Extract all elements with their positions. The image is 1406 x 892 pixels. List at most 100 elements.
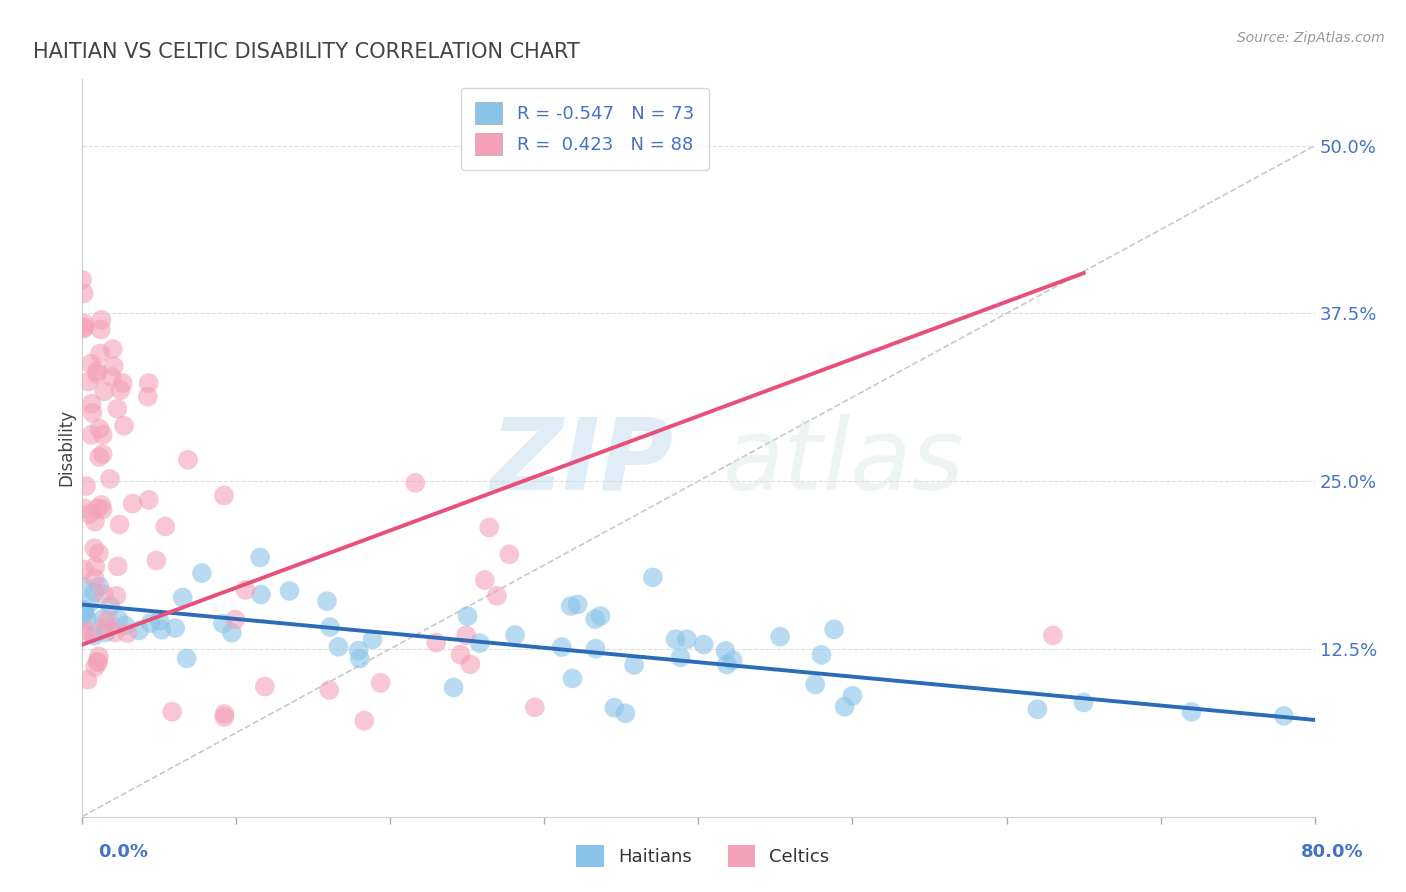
Point: [474, 573, 496, 587]
Point: [318, 683, 340, 698]
Point: [110, 383, 132, 397]
Point: [90, 498, 112, 512]
Point: [111, 376, 134, 390]
Point: [93, 587, 115, 601]
Point: [165, 621, 187, 635]
Point: [212, 488, 235, 502]
Point: [177, 452, 200, 467]
Point: [73, 627, 96, 641]
Point: [172, 591, 194, 605]
Point: [98, 472, 121, 486]
Point: [589, 609, 612, 624]
Point: [176, 651, 198, 665]
Point: [443, 681, 465, 695]
Point: [91, 447, 114, 461]
Point: [105, 589, 128, 603]
Point: [1042, 628, 1064, 642]
Point: [107, 612, 129, 626]
Point: [79, 507, 101, 521]
Point: [80, 428, 103, 442]
Point: [370, 676, 392, 690]
Point: [94, 620, 117, 634]
Point: [585, 641, 607, 656]
Text: 80.0%: 80.0%: [1301, 843, 1364, 861]
Legend: R = -0.547   N = 73, R =  0.423   N = 88: R = -0.547 N = 73, R = 0.423 N = 88: [461, 87, 709, 169]
Point: [89, 450, 111, 464]
Point: [90, 322, 112, 336]
Point: [823, 622, 845, 636]
Text: Source: ZipAtlas.com: Source: ZipAtlas.com: [1237, 31, 1385, 45]
Point: [353, 714, 375, 728]
Point: [86, 367, 108, 381]
Point: [404, 475, 426, 490]
Y-axis label: Disability: Disability: [58, 409, 75, 486]
Point: [136, 390, 159, 404]
Point: [84, 559, 107, 574]
Point: [84, 660, 107, 674]
Point: [457, 609, 479, 624]
Point: [561, 672, 583, 686]
Point: [77, 624, 100, 638]
Point: [83, 629, 105, 643]
Point: [160, 705, 183, 719]
Point: [498, 547, 520, 561]
Point: [721, 653, 744, 667]
Point: [235, 582, 257, 597]
Point: [468, 636, 491, 650]
Point: [810, 648, 832, 662]
Point: [1272, 709, 1295, 723]
Point: [83, 585, 105, 599]
Point: [347, 643, 370, 657]
Point: [121, 497, 143, 511]
Point: [89, 422, 111, 436]
Point: [834, 699, 856, 714]
Point: [456, 628, 478, 642]
Point: [80, 357, 103, 371]
Point: [73, 501, 96, 516]
Point: [316, 594, 339, 608]
Point: [139, 615, 162, 630]
Point: [769, 630, 792, 644]
Point: [90, 313, 112, 327]
Point: [149, 614, 172, 628]
Point: [523, 700, 546, 714]
Point: [76, 613, 98, 627]
Point: [249, 550, 271, 565]
Point: [128, 624, 150, 638]
Point: [664, 632, 686, 647]
Point: [1073, 696, 1095, 710]
Point: [89, 346, 111, 360]
Point: [150, 623, 173, 637]
Point: [91, 502, 114, 516]
Point: [714, 644, 737, 658]
Point: [91, 427, 114, 442]
Point: [567, 598, 589, 612]
Point: [87, 649, 110, 664]
Text: ZIP: ZIP: [491, 414, 673, 511]
Point: [425, 635, 447, 649]
Point: [82, 406, 104, 420]
Point: [155, 519, 177, 533]
Point: [70, 273, 93, 287]
Point: [79, 596, 101, 610]
Point: [560, 599, 582, 613]
Point: [93, 384, 115, 399]
Point: [75, 479, 97, 493]
Point: [103, 359, 125, 374]
Point: [349, 651, 371, 665]
Point: [485, 589, 508, 603]
Point: [84, 515, 107, 529]
Point: [716, 657, 738, 672]
Point: [73, 286, 96, 301]
Point: [80, 397, 103, 411]
Point: [89, 579, 111, 593]
Point: [328, 640, 350, 654]
Point: [221, 625, 243, 640]
Point: [138, 376, 160, 391]
Point: [112, 418, 135, 433]
Point: [76, 673, 98, 687]
Point: [614, 706, 637, 721]
Point: [86, 364, 108, 378]
Point: [87, 656, 110, 670]
Point: [77, 375, 100, 389]
